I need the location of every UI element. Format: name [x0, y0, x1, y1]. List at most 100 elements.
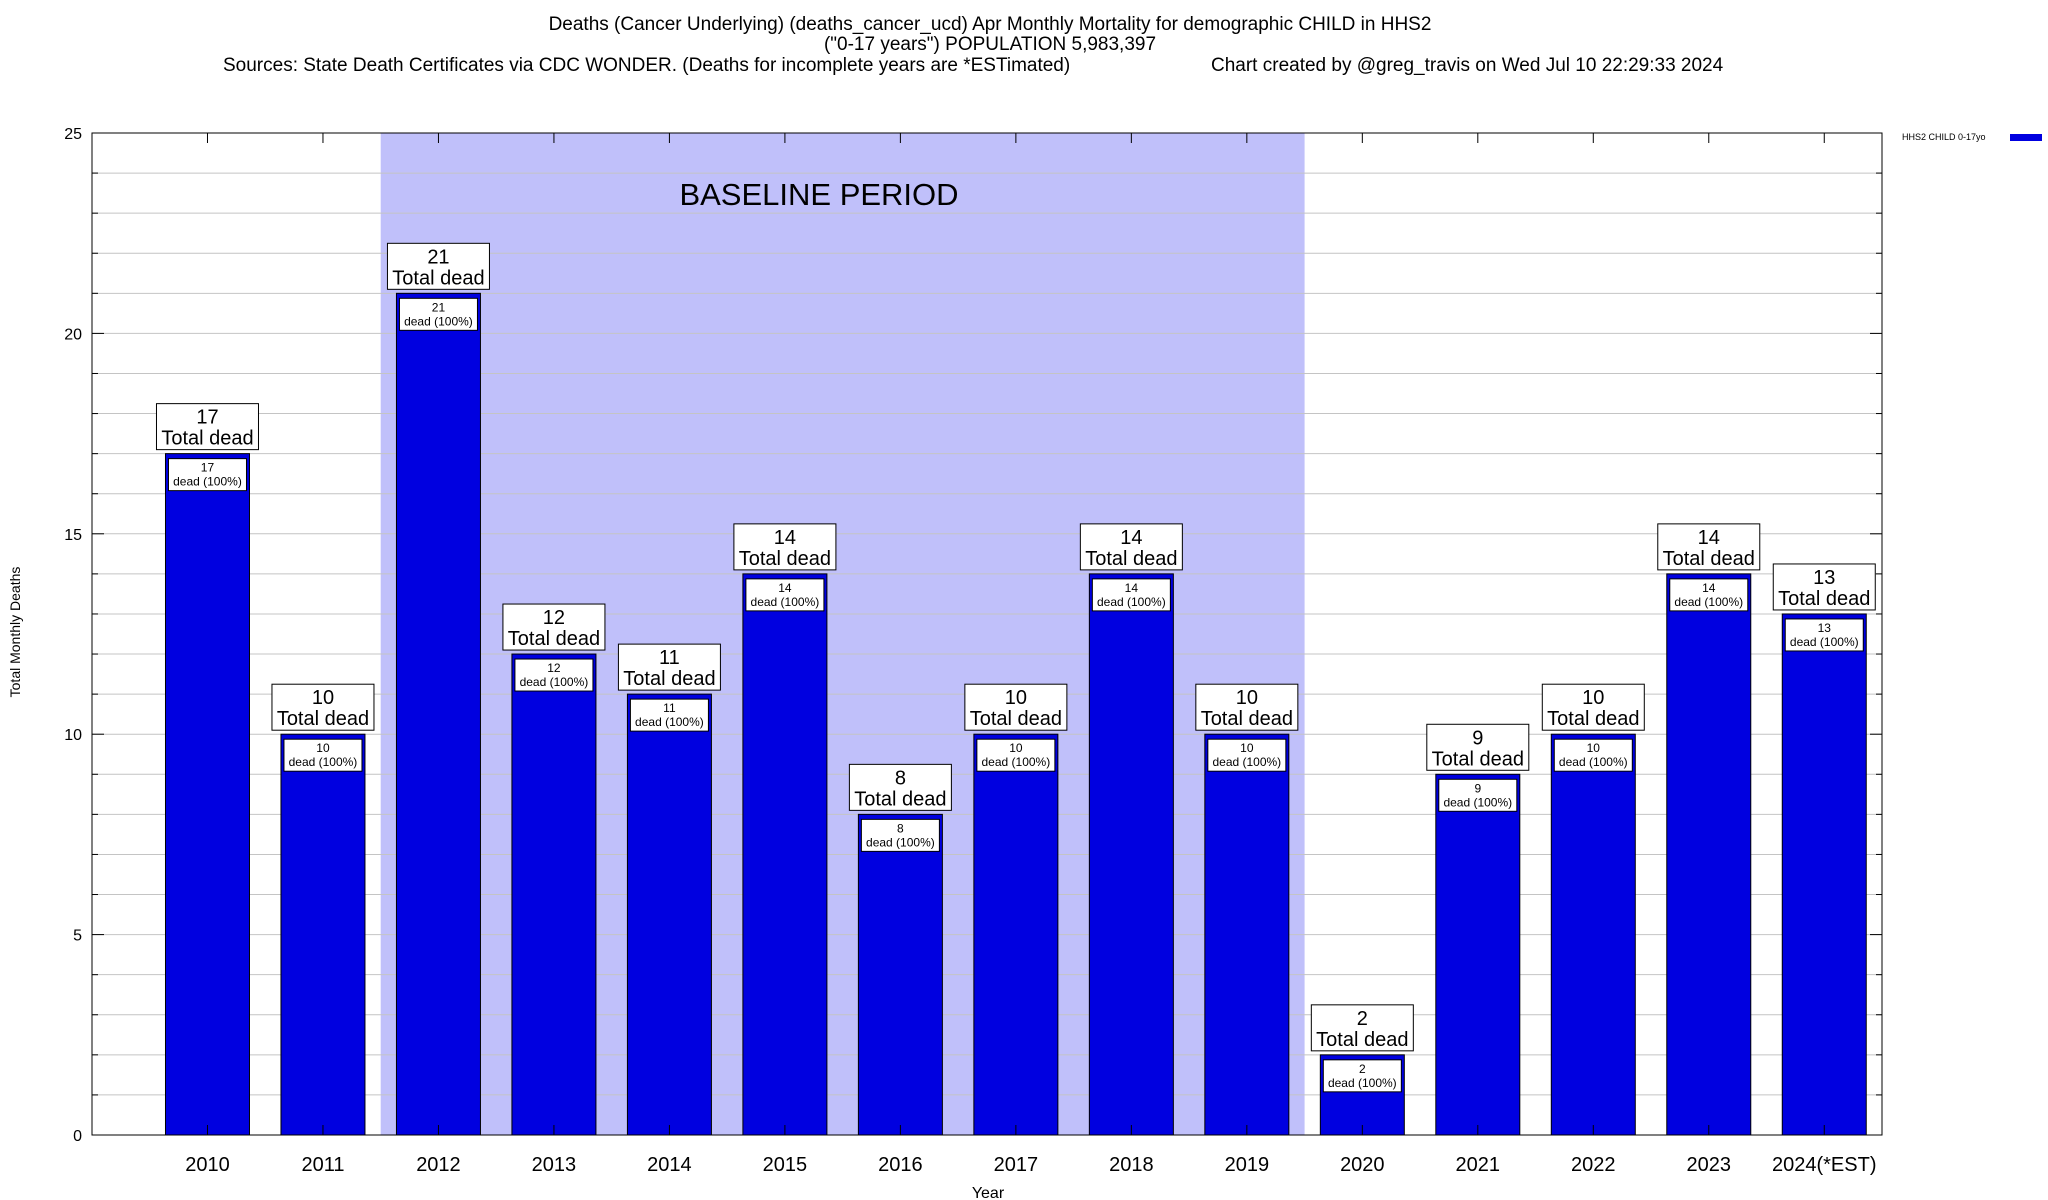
- y-axis-label: Total Monthly Deaths: [7, 567, 23, 698]
- bar-inner-label-box: [1091, 578, 1171, 612]
- x-axis-label: Year: [972, 1185, 1005, 1200]
- bar-inner-value: 13: [1818, 621, 1832, 635]
- bar-total-label-box: [1079, 523, 1183, 571]
- bar-inner-value: 14: [1702, 581, 1716, 595]
- bar-inner-percent: dead (100%): [1328, 1076, 1397, 1090]
- bar: [1781, 613, 1867, 1136]
- bar: [973, 733, 1059, 1136]
- bar-inner-percent: dead (100%): [173, 475, 242, 489]
- bar-inner-value: 10: [1240, 741, 1254, 755]
- bar: [857, 813, 943, 1136]
- bar-inner-value: 8: [897, 821, 904, 835]
- bar-total-value: 11: [659, 647, 680, 669]
- bar-total-text: Total dead: [1201, 708, 1293, 730]
- bar-inner-label-box: [976, 738, 1056, 772]
- y-tick-label: 10: [64, 727, 82, 744]
- bar-inner-label-box: [1553, 738, 1633, 772]
- bar: [1550, 733, 1636, 1136]
- bar: [1204, 733, 1290, 1136]
- bar-inner-label-box: [283, 738, 363, 772]
- bar-total-value: 21: [427, 246, 449, 268]
- bar-inner-label-box: [167, 458, 247, 492]
- bar-total-label-box: [155, 403, 259, 451]
- bar-total-value: 8: [895, 767, 906, 789]
- bar: [1666, 573, 1752, 1136]
- x-tick-label: 2010: [185, 1154, 230, 1176]
- bar-inner-percent: dead (100%): [982, 755, 1051, 769]
- bar-inner-percent: dead (100%): [289, 755, 358, 769]
- bar-total-value: 12: [543, 607, 565, 629]
- bar-inner-label-box: [745, 578, 825, 612]
- x-tick-label: 2014: [647, 1154, 692, 1176]
- bar-inner-value: 9: [1474, 781, 1481, 795]
- bar-inner-value: 12: [547, 661, 561, 675]
- legend-series-swatch: [2010, 134, 2042, 141]
- y-tick-label: 20: [64, 326, 82, 343]
- bar-total-label-box: [964, 683, 1068, 731]
- chart-sources: Sources: State Death Certificates via CD…: [223, 55, 1070, 76]
- x-tick-label: 2020: [1340, 1154, 1385, 1176]
- bar: [164, 453, 250, 1136]
- bar-inner-percent: dead (100%): [866, 835, 935, 849]
- bar-total-text: Total dead: [623, 668, 715, 690]
- bar-total-label-box: [1310, 1004, 1414, 1052]
- bar-total-value: 10: [1005, 687, 1027, 709]
- bar-inner-value: 10: [1009, 741, 1023, 755]
- bar-total-text: Total dead: [161, 428, 253, 450]
- bar-inner-percent: dead (100%): [520, 675, 589, 689]
- bar-inner-percent: dead (100%): [1097, 595, 1166, 609]
- bar: [626, 693, 712, 1136]
- bar-inner-label-box: [1207, 738, 1287, 772]
- chart-credit: Chart created by @greg_travis on Wed Jul…: [1211, 55, 1724, 76]
- bar-total-value: 9: [1472, 727, 1483, 749]
- bar-inner-value: 2: [1359, 1062, 1366, 1076]
- bar-total-value: 2: [1357, 1008, 1368, 1030]
- bar-total-label-box: [848, 763, 952, 811]
- y-tick-label: 25: [64, 126, 82, 143]
- bar-total-text: Total dead: [277, 708, 369, 730]
- bar: [1435, 773, 1521, 1136]
- x-tick-label: 2019: [1225, 1154, 1270, 1176]
- bar-total-label-box: [271, 683, 375, 731]
- plot-frame: [91, 132, 1883, 1136]
- bar-inner-percent: dead (100%): [1212, 755, 1281, 769]
- x-tick-label: 2013: [532, 1154, 577, 1176]
- bar-inner-label-box: [1438, 778, 1518, 812]
- x-tick-label: 2017: [994, 1154, 1039, 1176]
- bar-inner-percent: dead (100%): [751, 595, 820, 609]
- bar-total-value: 13: [1813, 567, 1835, 589]
- bar-inner-value: 14: [1125, 581, 1139, 595]
- legend: HHS2 CHILD 0-17yo: [1902, 132, 2042, 142]
- bar-total-label-box: [1657, 523, 1761, 571]
- bar-total-value: 14: [774, 527, 796, 549]
- x-tick-label: 2024(*EST): [1772, 1154, 1877, 1176]
- bar-total-label-box: [386, 242, 490, 290]
- bar-inner-value: 10: [316, 741, 330, 755]
- bar-total-value: 14: [1120, 527, 1142, 549]
- bar-inner-value: 21: [432, 300, 446, 314]
- bar-inner-value: 17: [201, 461, 215, 475]
- bar-inner-percent: dead (100%): [1674, 595, 1743, 609]
- bar-total-text: Total dead: [970, 708, 1062, 730]
- bar-inner-value: 10: [1587, 741, 1601, 755]
- chart-header: Deaths (Cancer Underlying) (deaths_cance…: [223, 14, 1724, 76]
- bar-inner-label-box: [860, 818, 940, 852]
- bar-total-text: Total dead: [854, 788, 946, 810]
- bar-total-text: Total dead: [1663, 548, 1755, 570]
- bar-total-value: 17: [196, 407, 218, 429]
- baseline-label: BASELINE PERIOD: [679, 177, 958, 212]
- bar-inner-label-box: [514, 658, 594, 692]
- bar-inner-value: 11: [663, 701, 676, 715]
- legend-series-label: HHS2 CHILD 0-17yo: [1902, 132, 1986, 142]
- x-tick-label: 2015: [763, 1154, 808, 1176]
- bar-total-label-box: [1541, 683, 1645, 731]
- bar-total-value: 10: [1582, 687, 1604, 709]
- bar-total-text: Total dead: [1778, 588, 1870, 610]
- y-tick-label: 5: [73, 928, 82, 945]
- bar-total-text: Total dead: [392, 267, 484, 289]
- bar-inner-label-box: [1322, 1059, 1402, 1093]
- x-tick-label: 2018: [1109, 1154, 1154, 1176]
- x-tick-label: 2012: [416, 1154, 461, 1176]
- bar: [395, 292, 481, 1136]
